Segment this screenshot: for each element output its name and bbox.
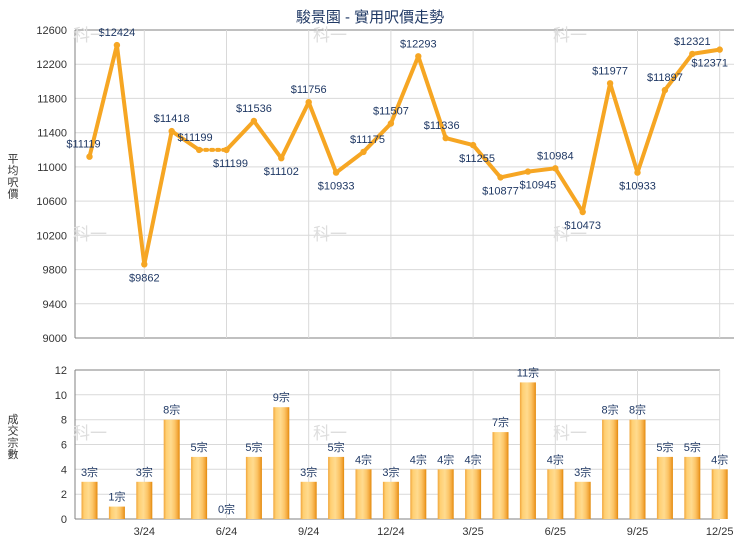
- svg-text:11800: 11800: [37, 93, 67, 105]
- svg-text:9000: 9000: [43, 333, 67, 345]
- svg-text:$12321: $12321: [674, 36, 711, 48]
- svg-text:科一: 科一: [73, 225, 107, 244]
- svg-text:9400: 9400: [43, 299, 67, 311]
- svg-text:9/25: 9/25: [627, 526, 648, 538]
- svg-text:11400: 11400: [37, 128, 67, 140]
- svg-text:10: 10: [55, 390, 67, 402]
- svg-text:6/25: 6/25: [545, 526, 566, 538]
- svg-text:4宗: 4宗: [547, 452, 564, 466]
- svg-text:4宗: 4宗: [465, 452, 482, 466]
- svg-text:$10933: $10933: [318, 181, 355, 193]
- svg-text:$11199: $11199: [213, 158, 248, 170]
- svg-text:4宗: 4宗: [437, 452, 454, 466]
- svg-text:12200: 12200: [36, 59, 67, 71]
- svg-text:$11255: $11255: [459, 153, 495, 165]
- svg-text:科一: 科一: [553, 225, 587, 244]
- svg-text:呎: 呎: [8, 177, 19, 189]
- svg-text:$12371: $12371: [691, 58, 728, 70]
- svg-text:3宗: 3宗: [136, 465, 153, 479]
- svg-text:4宗: 4宗: [355, 452, 372, 466]
- svg-text:7宗: 7宗: [492, 415, 509, 429]
- svg-text:$11536: $11536: [236, 103, 272, 115]
- svg-text:$10877: $10877: [482, 185, 519, 197]
- svg-text:3/25: 3/25: [462, 526, 483, 538]
- svg-text:0: 0: [61, 514, 67, 526]
- svg-text:成: 成: [8, 413, 19, 426]
- svg-text:3/24: 3/24: [134, 526, 155, 538]
- svg-text:10200: 10200: [36, 230, 67, 242]
- svg-text:科一: 科一: [73, 424, 107, 443]
- svg-text:9800: 9800: [43, 265, 67, 277]
- svg-text:9宗: 9宗: [273, 390, 290, 404]
- svg-text:4宗: 4宗: [410, 452, 427, 466]
- svg-text:$11119: $11119: [66, 139, 100, 151]
- svg-text:12: 12: [55, 365, 67, 377]
- svg-text:平: 平: [8, 154, 19, 166]
- svg-text:3宗: 3宗: [300, 465, 317, 479]
- svg-text:$11756: $11756: [291, 84, 327, 96]
- svg-text:8: 8: [61, 415, 67, 427]
- svg-text:0宗: 0宗: [218, 502, 235, 516]
- svg-text:$10945: $10945: [520, 180, 557, 192]
- svg-text:8宗: 8宗: [163, 403, 180, 417]
- svg-text:6: 6: [61, 440, 67, 452]
- svg-text:$10984: $10984: [537, 150, 574, 162]
- svg-text:5宗: 5宗: [245, 440, 262, 454]
- svg-text:11宗: 11宗: [517, 365, 539, 379]
- svg-text:2: 2: [61, 489, 67, 501]
- svg-text:3宗: 3宗: [382, 465, 399, 479]
- svg-text:4宗: 4宗: [711, 452, 728, 466]
- svg-text:5宗: 5宗: [656, 440, 673, 454]
- svg-text:科一: 科一: [553, 26, 587, 45]
- svg-text:1宗: 1宗: [108, 490, 125, 504]
- svg-text:數: 數: [8, 448, 19, 461]
- svg-text:均: 均: [8, 164, 19, 177]
- svg-text:科一: 科一: [313, 225, 347, 244]
- svg-text:$11418: $11418: [154, 113, 190, 125]
- svg-text:$9862: $9862: [129, 272, 160, 284]
- svg-text:$11199: $11199: [178, 132, 213, 144]
- svg-text:$11102: $11102: [264, 166, 299, 178]
- svg-text:8宗: 8宗: [629, 403, 646, 417]
- svg-text:5宗: 5宗: [684, 440, 701, 454]
- svg-text:宗: 宗: [8, 435, 19, 449]
- svg-text:科一: 科一: [313, 424, 347, 443]
- svg-text:$12293: $12293: [400, 38, 437, 50]
- svg-text:價: 價: [8, 186, 19, 200]
- svg-text:$11977: $11977: [592, 65, 628, 77]
- svg-text:科一: 科一: [73, 26, 107, 45]
- svg-text:4: 4: [61, 464, 67, 476]
- svg-text:5宗: 5宗: [191, 440, 208, 454]
- svg-text:3宗: 3宗: [81, 465, 98, 479]
- svg-text:3宗: 3宗: [574, 465, 591, 479]
- svg-text:交: 交: [8, 424, 19, 438]
- svg-text:12/25: 12/25: [706, 526, 734, 538]
- svg-text:科一: 科一: [553, 424, 587, 443]
- svg-text:$11897: $11897: [647, 72, 683, 84]
- svg-text:9/24: 9/24: [298, 526, 319, 538]
- svg-text:科一: 科一: [313, 26, 347, 45]
- svg-text:8宗: 8宗: [602, 403, 619, 417]
- svg-text:$10933: $10933: [619, 181, 656, 193]
- svg-text:$11175: $11175: [350, 134, 385, 146]
- svg-text:11000: 11000: [37, 162, 67, 174]
- svg-text:6/24: 6/24: [216, 526, 237, 538]
- svg-text:10600: 10600: [36, 196, 67, 208]
- svg-text:$11507: $11507: [373, 106, 409, 118]
- svg-text:$11336: $11336: [424, 120, 460, 132]
- svg-text:12/24: 12/24: [377, 526, 405, 538]
